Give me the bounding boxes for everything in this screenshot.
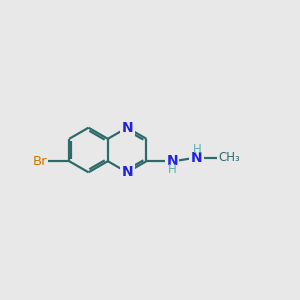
Text: N: N	[121, 121, 133, 135]
Text: CH₃: CH₃	[218, 151, 240, 164]
Text: H: H	[193, 143, 202, 156]
Text: H: H	[168, 163, 176, 176]
Text: N: N	[166, 154, 178, 168]
Text: N: N	[121, 165, 133, 179]
Text: Br: Br	[32, 155, 47, 168]
Text: N: N	[191, 151, 203, 165]
